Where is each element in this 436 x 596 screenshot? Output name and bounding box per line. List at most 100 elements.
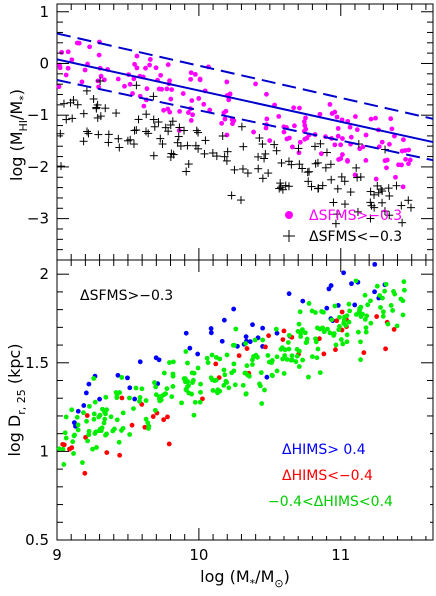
data-point-plus bbox=[276, 179, 285, 188]
data-point-dot bbox=[229, 370, 235, 376]
data-point-plus bbox=[284, 182, 293, 191]
data-point-dot bbox=[210, 388, 216, 393]
legend-marker-magenta bbox=[285, 211, 293, 219]
data-point-dot bbox=[142, 424, 148, 430]
data-point-plus bbox=[149, 92, 158, 101]
data-point-dot bbox=[85, 438, 90, 444]
data-point-plus bbox=[104, 130, 113, 139]
data-point-plus bbox=[243, 169, 252, 178]
data-point-dot bbox=[134, 65, 140, 71]
data-point-plus bbox=[149, 115, 158, 124]
legend-label-sfms-low: ΔSFMS<−0.3 bbox=[309, 229, 402, 245]
data-point-plus bbox=[239, 142, 248, 151]
data-point-dot bbox=[243, 341, 249, 346]
data-point-dot bbox=[284, 357, 290, 362]
data-point-dot bbox=[253, 81, 258, 87]
data-point-plus bbox=[353, 173, 362, 182]
data-point-plus bbox=[304, 177, 313, 186]
data-point-dot bbox=[365, 302, 371, 308]
y-tick-label: −2 bbox=[27, 158, 49, 176]
data-point-dot bbox=[317, 370, 323, 376]
data-point-dot bbox=[269, 358, 275, 363]
data-point-dot bbox=[355, 329, 361, 335]
data-point-dot bbox=[132, 61, 137, 67]
data-point-plus bbox=[230, 165, 239, 174]
fit-line-dashed bbox=[56, 32, 434, 120]
data-point-plus bbox=[346, 188, 355, 197]
bottom-y-axis-label: log Dr, 25 (kpc) bbox=[5, 343, 28, 456]
data-point-plus bbox=[83, 127, 92, 136]
data-point-dot bbox=[390, 308, 396, 313]
data-point-dot bbox=[131, 406, 136, 411]
data-point-dot bbox=[357, 306, 363, 311]
data-point-dot bbox=[137, 398, 142, 404]
data-point-dot bbox=[119, 428, 124, 433]
data-point-dot bbox=[190, 112, 195, 118]
data-point-dot bbox=[309, 308, 315, 314]
data-point-dot bbox=[208, 375, 214, 381]
data-point-dot bbox=[192, 399, 198, 405]
data-point-dot bbox=[92, 399, 98, 405]
data-point-dot bbox=[115, 372, 121, 378]
data-point-dot bbox=[84, 418, 89, 424]
data-point-dot bbox=[224, 79, 230, 85]
data-point-dot bbox=[291, 105, 297, 111]
data-point-dot bbox=[204, 355, 210, 361]
data-point-dot bbox=[339, 309, 345, 315]
data-point-dot bbox=[122, 83, 127, 89]
data-point-dot bbox=[156, 86, 162, 92]
data-point-dot bbox=[250, 357, 255, 363]
data-point-plus bbox=[79, 137, 88, 146]
data-point-dot bbox=[191, 412, 197, 418]
fit-line-dashed bbox=[56, 79, 434, 162]
data-point-dot bbox=[224, 132, 230, 138]
data-point-dot bbox=[302, 330, 308, 336]
data-point-dot bbox=[181, 376, 187, 382]
data-point-dot bbox=[352, 302, 358, 308]
data-point-dot bbox=[129, 422, 135, 428]
bottom-panel-frame bbox=[56, 259, 434, 541]
data-point-dot bbox=[117, 452, 123, 458]
bottom-panel: 9 10 11 0.5 1 1.5 2 ΔSFMS>−0.3 log Dr, 25 (kpc… bbox=[5, 259, 434, 590]
data-point-dot bbox=[264, 116, 270, 122]
data-point-dot bbox=[177, 108, 183, 114]
data-point-plus bbox=[200, 149, 209, 158]
data-point-dot bbox=[223, 108, 229, 114]
data-point-dot bbox=[226, 385, 232, 391]
data-point-dot bbox=[127, 432, 133, 437]
data-point-plus bbox=[353, 207, 362, 216]
data-point-dot bbox=[388, 116, 394, 122]
data-point-plus bbox=[406, 203, 415, 212]
data-point-dot bbox=[102, 416, 108, 422]
data-point-dot bbox=[236, 353, 242, 359]
data-point-dot bbox=[398, 296, 404, 302]
data-point-dot bbox=[396, 162, 401, 168]
data-point-dot bbox=[65, 49, 71, 55]
data-point-dot bbox=[221, 383, 227, 388]
data-point-dot bbox=[296, 348, 302, 354]
data-point-dot bbox=[187, 345, 193, 351]
data-point-dot bbox=[75, 427, 81, 433]
data-point-plus bbox=[258, 140, 267, 149]
top-axis-ticks: −3 −2 −1 0 1 bbox=[27, 3, 433, 260]
data-point-dot bbox=[374, 314, 380, 319]
data-point-plus bbox=[154, 118, 163, 127]
data-point-plus bbox=[62, 115, 71, 124]
legend-marker-plus bbox=[283, 230, 295, 242]
data-point-dot bbox=[252, 337, 258, 343]
data-point-plus bbox=[254, 164, 263, 173]
data-point-dot bbox=[81, 410, 86, 416]
data-point-dot bbox=[282, 347, 288, 353]
data-point-dot bbox=[250, 362, 255, 367]
data-point-dot bbox=[232, 342, 237, 348]
data-point-dot bbox=[63, 435, 69, 441]
data-point-dot bbox=[363, 132, 369, 138]
bottom-data-points bbox=[56, 261, 407, 476]
data-point-dot bbox=[346, 319, 352, 325]
data-point-plus bbox=[144, 129, 153, 138]
data-point-dot bbox=[153, 65, 159, 71]
data-point-plus bbox=[340, 200, 349, 209]
data-point-plus bbox=[264, 169, 273, 178]
data-point-dot bbox=[306, 301, 312, 306]
data-point-dot bbox=[147, 62, 152, 68]
